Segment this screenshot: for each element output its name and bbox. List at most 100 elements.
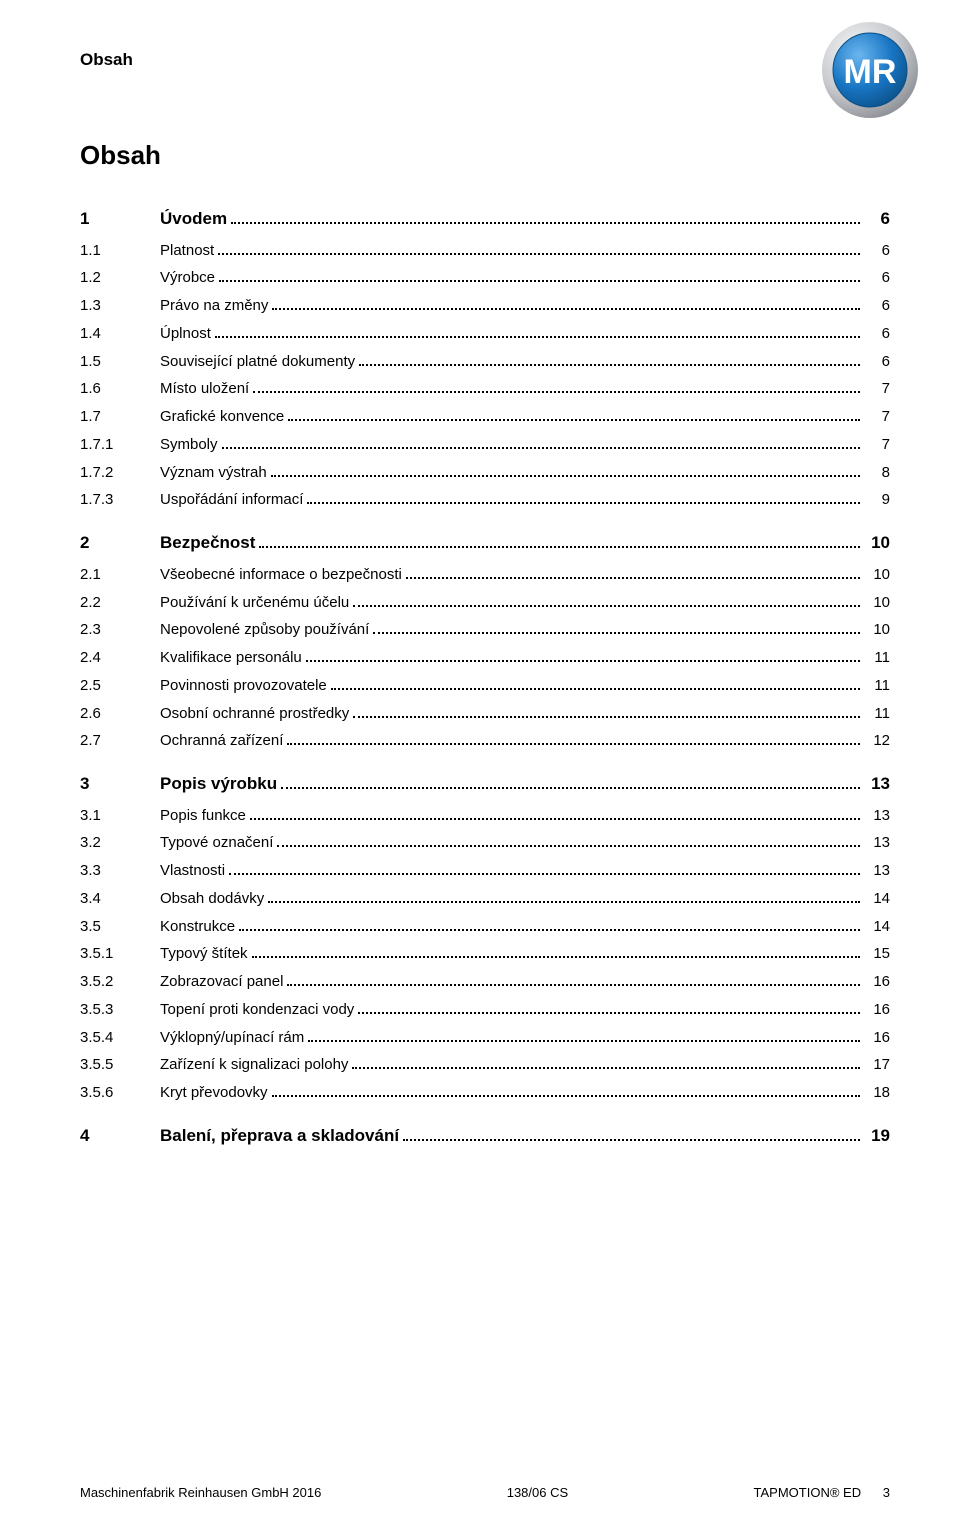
toc-leader-dots	[250, 808, 860, 820]
toc-entry-page: 6	[864, 351, 890, 373]
toc-leader-dots	[352, 1057, 860, 1069]
toc-leader-dots	[218, 243, 860, 255]
toc-leader-dots	[406, 567, 860, 579]
toc-entry: 2.4Kvalifikace personálu 11	[80, 647, 890, 669]
toc-leader-dots	[353, 706, 860, 718]
toc-entry-title: Místo uložení	[160, 378, 249, 400]
toc-entry-number: 3.2	[80, 832, 160, 854]
footer-page-number: 3	[883, 1485, 890, 1500]
toc-entry-title: Topení proti kondenzaci vody	[160, 999, 354, 1021]
toc-leader-dots	[359, 354, 860, 366]
toc-entry-title: Povinnosti provozovatele	[160, 675, 327, 697]
toc-entry-number: 1.6	[80, 378, 160, 400]
toc-entry-number: 1.2	[80, 267, 160, 289]
toc-entry: 1Úvodem6	[80, 207, 890, 232]
toc-entry-page: 11	[864, 703, 890, 725]
toc-entry-page: 11	[864, 675, 890, 697]
footer-product: TAPMOTION® ED	[754, 1485, 862, 1500]
toc-entry-title: Typové označení	[160, 832, 273, 854]
toc-leader-dots	[287, 733, 860, 745]
toc-entry-title: Konstrukce	[160, 916, 235, 938]
toc-entry-title: Zobrazovací panel	[160, 971, 283, 993]
toc-entry-page: 19	[864, 1124, 890, 1149]
footer-right: TAPMOTION® ED 3	[754, 1485, 890, 1500]
toc-entry-page: 9	[864, 489, 890, 511]
toc-entry: 3Popis výrobku13	[80, 772, 890, 797]
toc-entry-page: 10	[864, 531, 890, 556]
toc-entry-page: 16	[864, 999, 890, 1021]
toc-entry-number: 1.7	[80, 406, 160, 428]
toc-entry-number: 1.7.2	[80, 462, 160, 484]
toc-entry-number: 3.5.4	[80, 1027, 160, 1049]
toc-entry-page: 14	[864, 916, 890, 938]
toc-entry-title: Význam výstrah	[160, 462, 267, 484]
toc-entry: 3.5.2Zobrazovací panel16	[80, 971, 890, 993]
toc-entry: 3.3Vlastnosti13	[80, 860, 890, 882]
toc-entry-number: 3.5.3	[80, 999, 160, 1021]
toc-leader-dots	[222, 437, 860, 449]
toc-entry-number: 3.5.2	[80, 971, 160, 993]
toc-entry: 1.7.2Význam výstrah8	[80, 462, 890, 484]
toc-entry: 2.1Všeobecné informace o bezpečnosti10	[80, 564, 890, 586]
toc-leader-dots	[231, 212, 860, 224]
toc-entry-title: Používání k určenému účelu	[160, 592, 349, 614]
toc-entry: 1.2Výrobce6	[80, 267, 890, 289]
toc-entry-title: Výklopný/upínací rám	[160, 1027, 304, 1049]
toc-entry: 1.6Místo uložení 7	[80, 378, 890, 400]
toc-entry-number: 1.3	[80, 295, 160, 317]
toc-entry-page: 12	[864, 730, 890, 752]
toc-entry-title: Všeobecné informace o bezpečnosti	[160, 564, 402, 586]
toc-leader-dots	[331, 678, 860, 690]
toc-entry-number: 1.7.1	[80, 434, 160, 456]
toc-entry: 3.1Popis funkce13	[80, 805, 890, 827]
logo-text: MR	[844, 53, 897, 91]
toc-entry-title: Bezpečnost	[160, 531, 255, 556]
toc-entry: 3.5.4Výklopný/upínací rám16	[80, 1027, 890, 1049]
toc-entry-number: 2	[80, 531, 160, 556]
toc-entry-page: 13	[864, 772, 890, 797]
toc-entry-page: 14	[864, 888, 890, 910]
toc-entry-title: Kvalifikace personálu	[160, 647, 302, 669]
toc-leader-dots	[239, 919, 860, 931]
toc-entry-title: Grafické konvence	[160, 406, 284, 428]
toc-entry-page: 7	[864, 378, 890, 400]
running-head: Obsah	[80, 50, 890, 70]
toc-entry-number: 3.5.6	[80, 1082, 160, 1104]
toc-entry-page: 13	[864, 805, 890, 827]
toc-list: 1Úvodem61.1Platnost61.2Výrobce61.3Právo …	[80, 207, 890, 1149]
toc-entry-number: 1.7.3	[80, 489, 160, 511]
toc-leader-dots	[268, 891, 860, 903]
toc-entry-number: 3.3	[80, 860, 160, 882]
toc-entry-number: 3.1	[80, 805, 160, 827]
toc-leader-dots	[403, 1129, 860, 1141]
toc-entry-title: Platnost	[160, 240, 214, 262]
toc-entry-number: 1	[80, 207, 160, 232]
toc-entry-number: 3.5.1	[80, 943, 160, 965]
toc-entry-title: Související platné dokumenty	[160, 351, 355, 373]
toc-entry: 2Bezpečnost 10	[80, 531, 890, 556]
toc-entry-number: 2.4	[80, 647, 160, 669]
toc-entry-page: 7	[864, 406, 890, 428]
toc-leader-dots	[281, 777, 860, 789]
footer-center: 138/06 CS	[507, 1485, 568, 1500]
toc-entry-number: 2.7	[80, 730, 160, 752]
mr-logo: MR	[820, 20, 920, 120]
toc-entry-title: Osobní ochranné prostředky	[160, 703, 349, 725]
toc-entry: 2.7Ochranná zařízení12	[80, 730, 890, 752]
toc-entry: 1.7.1Symboly7	[80, 434, 890, 456]
toc-entry-page: 7	[864, 434, 890, 456]
toc-leader-dots	[229, 863, 860, 875]
toc-entry-number: 2.3	[80, 619, 160, 641]
toc-entry-page: 11	[864, 647, 890, 669]
toc-entry-title: Úplnost	[160, 323, 211, 345]
toc-leader-dots	[253, 381, 860, 393]
toc-entry: 3.4Obsah dodávky14	[80, 888, 890, 910]
toc-entry: 1.5Související platné dokumenty6	[80, 351, 890, 373]
toc-entry-title: Balení, přeprava a skladování	[160, 1124, 399, 1149]
toc-entry-page: 18	[864, 1082, 890, 1104]
toc-leader-dots	[287, 974, 860, 986]
toc-entry: 4Balení, přeprava a skladování19	[80, 1124, 890, 1149]
toc-leader-dots	[308, 1030, 860, 1042]
toc-entry: 1.4Úplnost6	[80, 323, 890, 345]
toc-entry: 1.7.3Uspořádání informací9	[80, 489, 890, 511]
